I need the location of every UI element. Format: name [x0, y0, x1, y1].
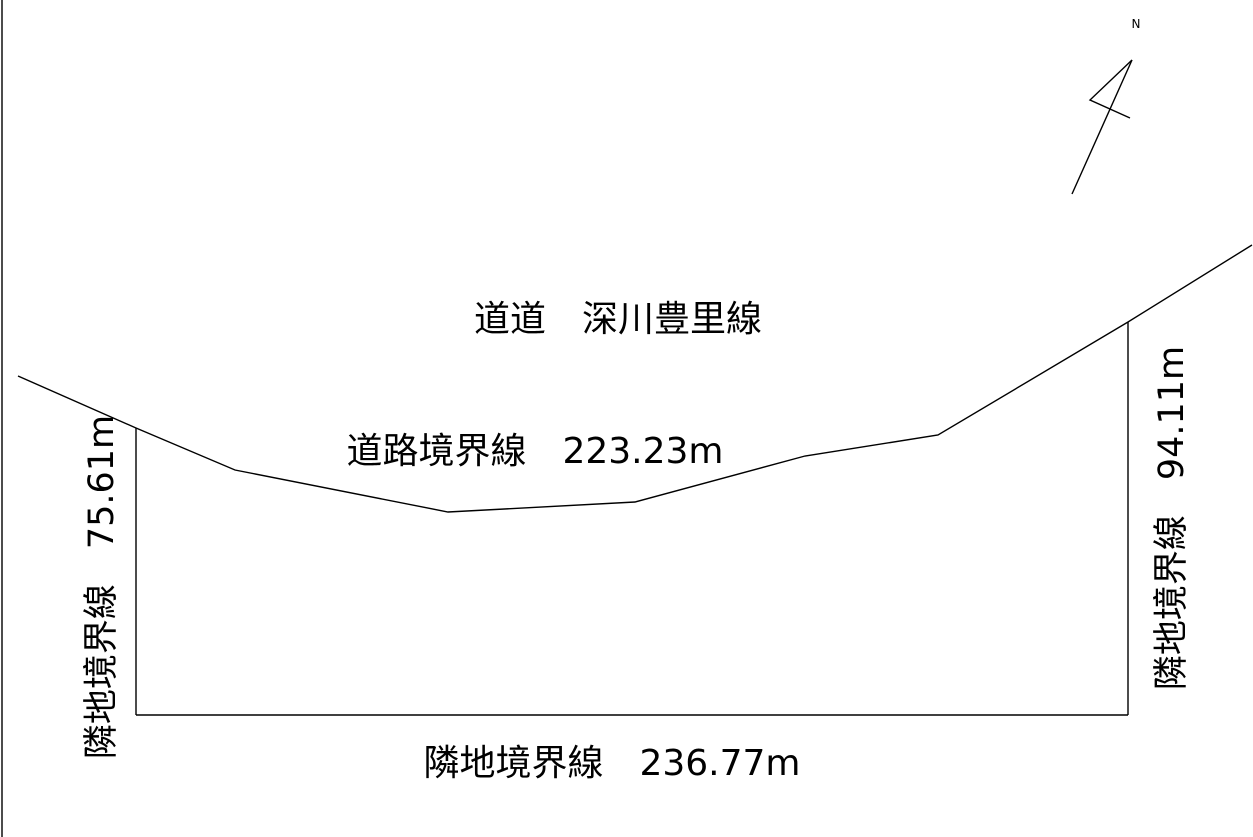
north-arrow-shaft — [1071, 59, 1133, 195]
left-boundary-label: 隣地境界線 75.61m — [82, 415, 122, 759]
north-label: N — [1132, 17, 1141, 31]
road-line — [17, 244, 1253, 513]
road-name-label: 道道 深川豊里線 — [474, 299, 762, 340]
north-arrow-shape — [1088, 59, 1133, 119]
right-boundary-label: 隣地境界線 94.11m — [1152, 346, 1192, 690]
bottom-boundary-label: 隣地境界線 236.77m — [423, 743, 800, 784]
north-arrow-icon — [1071, 59, 1133, 195]
road-boundary-label: 道路境界線 223.23m — [346, 431, 723, 472]
